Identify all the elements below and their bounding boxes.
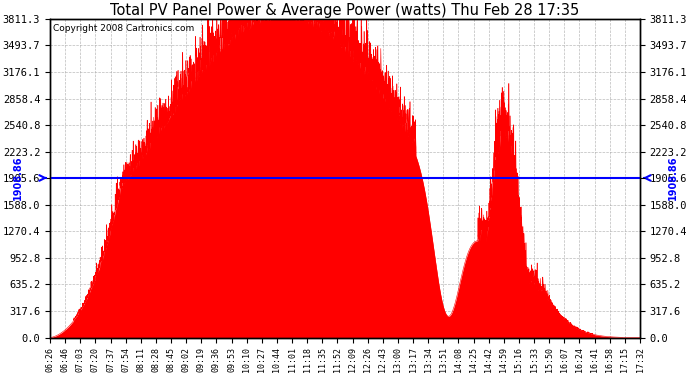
Title: Total PV Panel Power & Average Power (watts) Thu Feb 28 17:35: Total PV Panel Power & Average Power (wa… (110, 3, 580, 18)
Text: Copyright 2008 Cartronics.com: Copyright 2008 Cartronics.com (53, 24, 194, 33)
Text: 1908.86: 1908.86 (667, 156, 678, 200)
Text: 1908.86: 1908.86 (12, 156, 23, 200)
